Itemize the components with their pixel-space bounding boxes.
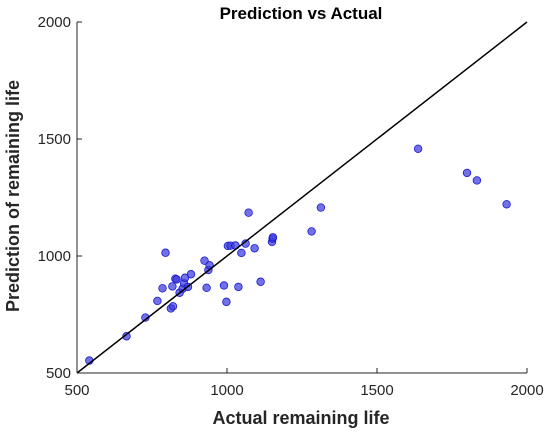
x-tick-label: 1000 xyxy=(210,382,243,399)
data-point xyxy=(472,176,482,185)
data-point xyxy=(168,282,177,291)
data-point xyxy=(186,270,196,279)
points-layer xyxy=(85,144,511,365)
x-axis-label: Actual remaining life xyxy=(212,408,389,428)
data-point xyxy=(168,302,178,311)
data-point xyxy=(413,144,423,154)
x-tick-label: 2000 xyxy=(510,382,543,399)
data-point xyxy=(316,203,326,212)
chart-title: Prediction vs Actual xyxy=(220,4,383,23)
data-point xyxy=(256,277,265,286)
y-tick-label: 1500 xyxy=(38,131,71,148)
axes-layer xyxy=(76,22,527,374)
y-tick-label: 2000 xyxy=(38,14,71,31)
data-point xyxy=(268,233,278,242)
x-tick-label: 1500 xyxy=(360,382,393,399)
data-point xyxy=(158,284,167,293)
data-point xyxy=(219,281,229,290)
reference-line xyxy=(76,21,528,374)
data-point xyxy=(462,168,472,178)
y-tick-label: 1000 xyxy=(38,248,71,265)
data-point xyxy=(202,283,211,293)
data-point xyxy=(222,297,231,307)
x-tick-label: 500 xyxy=(64,382,89,399)
ticks-layer: 500 1000 1500 2000 500 1000 1500 2000 xyxy=(38,14,544,399)
data-point xyxy=(244,208,253,217)
data-point xyxy=(502,200,511,209)
data-point xyxy=(307,227,316,236)
data-point xyxy=(200,256,209,265)
y-axis-label: Prediction of remaining life xyxy=(3,80,23,312)
data-point xyxy=(172,275,181,284)
data-point xyxy=(234,282,243,292)
data-point xyxy=(161,248,170,257)
data-point xyxy=(153,296,162,306)
data-point xyxy=(250,244,259,253)
data-point xyxy=(122,332,131,341)
reference-line-layer xyxy=(76,21,528,374)
y-tick-label: 500 xyxy=(46,365,71,382)
data-point xyxy=(237,248,246,258)
